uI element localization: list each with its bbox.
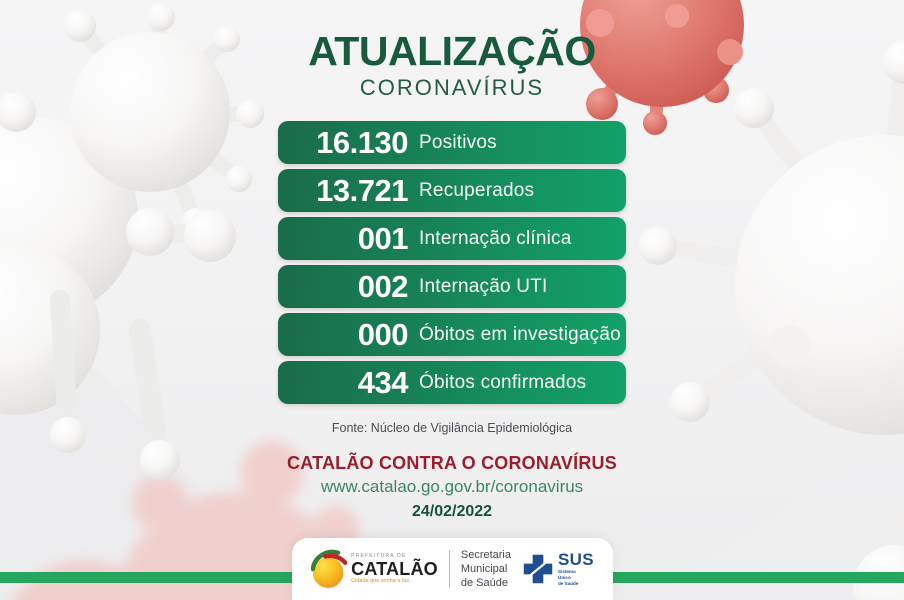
header: ATUALIZAÇÃO CORONAVÍRUS xyxy=(0,28,904,101)
catalao-prefecture-logo: PREFEITURA DE CATALÃO Cidade que sonha e… xyxy=(311,547,438,591)
stat-label: Internação UTI xyxy=(419,275,548,297)
stat-bar-positivos: 16.130 Positivos xyxy=(278,121,626,164)
stat-value: 13.721 xyxy=(316,172,408,208)
dept-line: Municipal xyxy=(460,562,508,575)
sus-cross-icon xyxy=(523,554,553,584)
catalao-sphere-icon xyxy=(311,549,348,588)
stat-bar-internacao-clinica: 001 Internação clínica xyxy=(278,217,626,260)
campaign-url: www.catalao.go.gov.br/coronavirus xyxy=(320,477,584,496)
stat-label: Positivos xyxy=(419,131,497,153)
sus-subtitle-line: de Saúde xyxy=(558,580,579,586)
stat-value: 16.130 xyxy=(316,124,408,160)
sus-subtitle: Sistema Único de Saúde xyxy=(558,569,594,586)
stat-label: Internação clínica xyxy=(419,227,572,249)
stat-value: 002 xyxy=(357,268,409,304)
stat-bar-recuperados: 13.721 Recuperados xyxy=(278,169,626,212)
stats-list: 16.130 Positivos 13.721 Recuperados 001 … xyxy=(278,121,626,404)
dept-line: Secretaria xyxy=(460,548,511,561)
stat-value: 000 xyxy=(357,316,409,352)
white-virus-illustration-right xyxy=(639,40,904,435)
sus-subtitle-line: Único xyxy=(558,575,571,581)
facet-shape xyxy=(640,430,904,600)
prefecture-overline: PREFEITURA DE xyxy=(351,552,407,559)
stat-bar-internacao-uti: 002 Internação UTI xyxy=(278,265,626,308)
stat-value: 434 xyxy=(357,364,409,400)
dept-line: de Saúde xyxy=(460,577,508,590)
campaign-slogan: CATALÃO CONTRA O CORONAVÍRUS xyxy=(287,453,617,473)
footer-divider xyxy=(448,550,450,588)
source-note: Fonte: Núcleo de Vigilância Epidemiológi… xyxy=(331,421,573,435)
page-subtitle: CORONAVÍRUS xyxy=(359,75,545,101)
catalao-text-block: PREFEITURA DE CATALÃO Cidade que sonha e… xyxy=(351,552,438,585)
stat-label: Recuperados xyxy=(419,179,535,201)
white-virus-illustration-top-left xyxy=(0,3,264,480)
sus-name: SUS xyxy=(558,550,594,570)
stat-bar-obitos-investigacao: 000 Óbitos em investigação xyxy=(278,313,626,356)
sus-text-block: SUS Sistema Único de Saúde xyxy=(558,551,594,586)
prefecture-tagline: Cidade que sonha e faz. xyxy=(351,577,411,584)
stat-value: 001 xyxy=(357,220,409,256)
sus-logo: SUS Sistema Único de Saúde xyxy=(522,551,594,586)
stat-label: Óbitos em investigação xyxy=(419,323,621,345)
health-department-label: Secretaria Municipal de Saúde xyxy=(461,548,511,591)
update-date: 24/02/2022 xyxy=(411,503,493,520)
page-title: ATUALIZAÇÃO xyxy=(308,28,596,74)
footer-logo-card: PREFEITURA DE CATALÃO Cidade que sonha e… xyxy=(292,538,613,600)
red-virus-illustration xyxy=(580,0,744,135)
stat-label: Óbitos confirmados xyxy=(419,371,587,393)
stat-bar-obitos-confirmados: 434 Óbitos confirmados xyxy=(278,361,626,404)
sus-subtitle-line: Sistema xyxy=(558,569,576,575)
prefecture-name: CATALÃO xyxy=(351,558,438,579)
